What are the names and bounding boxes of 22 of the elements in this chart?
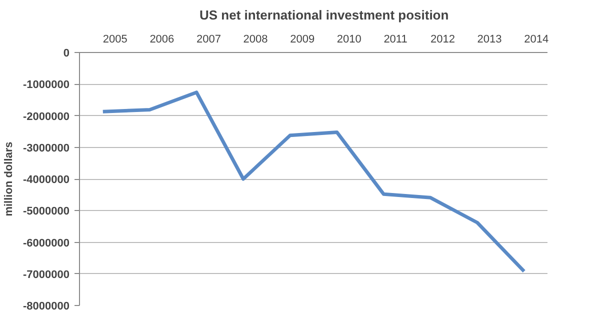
y-tick-label: -1000000	[23, 79, 70, 92]
y-tick-label: -6000000	[23, 237, 70, 250]
x-tick-label: 2006	[150, 34, 174, 46]
x-tick-label: 2009	[290, 34, 315, 46]
y-tick-label: -2000000	[23, 110, 70, 123]
y-tick-label: -5000000	[23, 206, 70, 218]
x-tick-label: 2013	[477, 34, 502, 46]
x-tick-label: 2012	[430, 34, 455, 46]
x-tick-label: 2008	[243, 34, 268, 46]
line-series	[101, 90, 526, 274]
y-tick-label: -8000000	[23, 300, 70, 312]
y-tick-label: -3000000	[23, 142, 70, 154]
y-tick-label: 0	[63, 48, 70, 60]
chart-title: US net international investment position	[200, 8, 449, 22]
x-tick-label: 2011	[384, 34, 408, 46]
x-tick-label: 2010	[336, 34, 362, 46]
x-tick-label: 2014	[524, 34, 549, 46]
y-tick-label: -7000000	[23, 268, 70, 281]
x-tick-label: 2005	[102, 34, 128, 46]
x-tick-label: 2007	[196, 34, 221, 46]
y-axis-title: million dollars	[3, 142, 16, 216]
y-tick-label: -4000000	[23, 174, 70, 186]
